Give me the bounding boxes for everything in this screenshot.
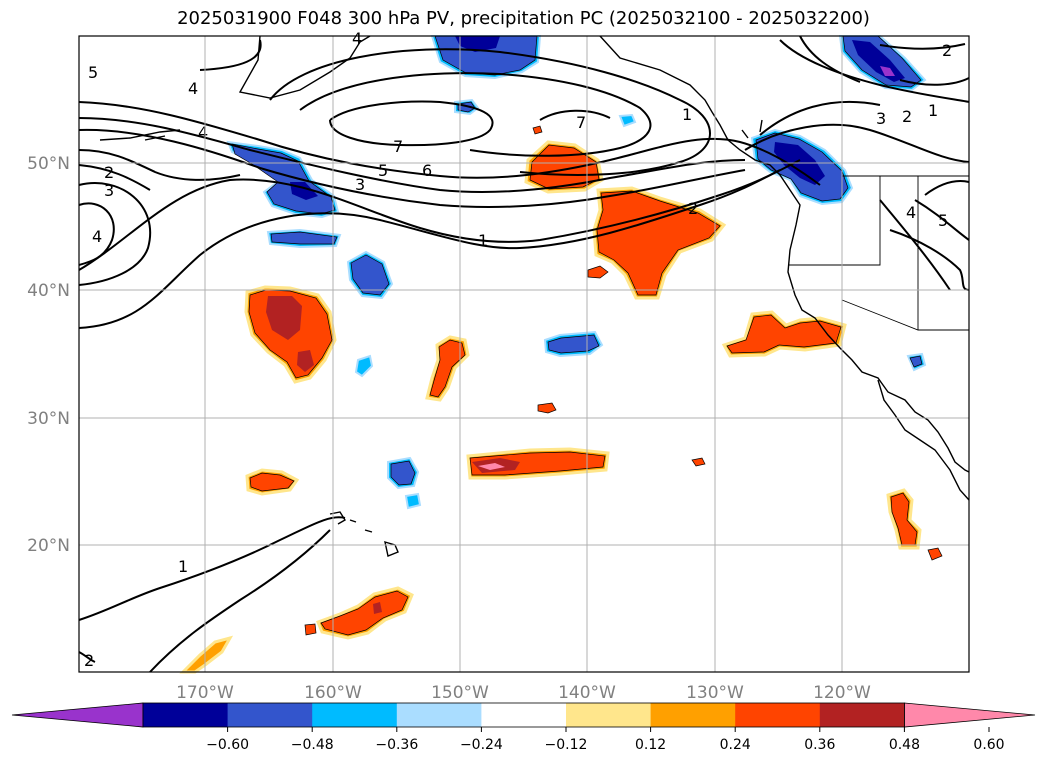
longitude-ticks: 170°W 160°W 150°W 140°W 130°W 120°W <box>176 683 871 703</box>
colorbar-extend-high <box>904 702 1036 728</box>
contour-label: 5 <box>88 63 98 82</box>
contour-label: 4 <box>92 227 102 246</box>
positive-precip-regions <box>179 125 943 674</box>
contour-label: 2 <box>84 651 94 670</box>
contour-label: 1 <box>928 101 938 120</box>
colorbar-segment <box>650 703 736 727</box>
colorbar-segment <box>566 703 652 727</box>
colorbar-label: 0.36 <box>804 737 835 753</box>
contour-label: 4 <box>352 29 362 48</box>
contour-label: 4 <box>906 203 916 222</box>
latitude-ticks: 50°N 40°N 30°N 20°N <box>27 154 70 556</box>
lon-tick-label: 130°W <box>686 683 744 703</box>
contour-label: 7 <box>576 113 586 132</box>
map-frame <box>78 35 970 673</box>
contour-label: 4 <box>198 123 208 142</box>
colorbar-segment <box>396 703 482 727</box>
colorbar-segment <box>481 703 567 727</box>
colorbar-label: 0.12 <box>635 737 666 753</box>
contour-label: 2 <box>688 199 698 218</box>
lat-tick-label: 50°N <box>27 154 70 174</box>
colorbar: −0.60 −0.48 −0.36 −0.24 −0.12 0.12 0.24 0.36 0.4… <box>11 702 1036 753</box>
lon-tick-label: 160°W <box>304 683 362 703</box>
contour-label: 5 <box>938 211 948 230</box>
colorbar-label: −0.12 <box>545 737 588 753</box>
contour-label: 1 <box>682 105 692 124</box>
lon-tick-label: 150°W <box>431 683 489 703</box>
contour-label: 1 <box>478 231 488 250</box>
contour-label: 3 <box>104 181 114 200</box>
lon-tick-label: 120°W <box>813 683 871 703</box>
contour-label: 1 <box>178 557 188 576</box>
lon-tick-label: 170°W <box>176 683 234 703</box>
chart-title: 2025031900 F048 300 hPa PV, precipitatio… <box>177 8 870 29</box>
contour-label: 4 <box>188 79 198 98</box>
lat-tick-label: 40°N <box>27 281 70 301</box>
colorbar-segment <box>227 703 313 727</box>
lat-tick-label: 20°N <box>27 536 70 556</box>
contour-label: 3 <box>876 109 886 128</box>
colorbar-label: 0.48 <box>889 737 920 753</box>
colorbar-segment <box>312 703 398 727</box>
colorbar-outline <box>142 702 905 728</box>
colorbar-segment <box>143 703 229 727</box>
pv-contours <box>78 35 970 673</box>
colorbar-segment <box>735 703 821 727</box>
colorbar-label: 0.24 <box>720 737 751 753</box>
contour-label: 7 <box>393 137 403 156</box>
colorbar-label: −0.24 <box>460 737 503 753</box>
contour-label: 6 <box>422 161 432 180</box>
contour-label: 2 <box>902 107 912 126</box>
lon-tick-label: 140°W <box>558 683 616 703</box>
colorbar-label: −0.60 <box>206 737 249 753</box>
colorbar-extend-low <box>11 702 144 728</box>
contour-label: 2 <box>104 163 114 182</box>
colorbar-label: −0.48 <box>291 737 334 753</box>
contour-label: 2 <box>942 41 952 60</box>
colorbar-segment <box>819 703 905 727</box>
contour-label: 5 <box>378 161 388 180</box>
lat-tick-label: 30°N <box>27 409 70 429</box>
map-background <box>79 36 969 672</box>
contour-label: 3 <box>355 175 365 194</box>
colorbar-label: 0.60 <box>973 737 1004 753</box>
gridlines <box>79 36 969 672</box>
contour-label-group: 5 4 4 2 3 4 7 7 6 5 3 1 2 1 3 2 1 4 5 4 … <box>84 29 952 670</box>
colorbar-label: −0.36 <box>375 737 418 753</box>
